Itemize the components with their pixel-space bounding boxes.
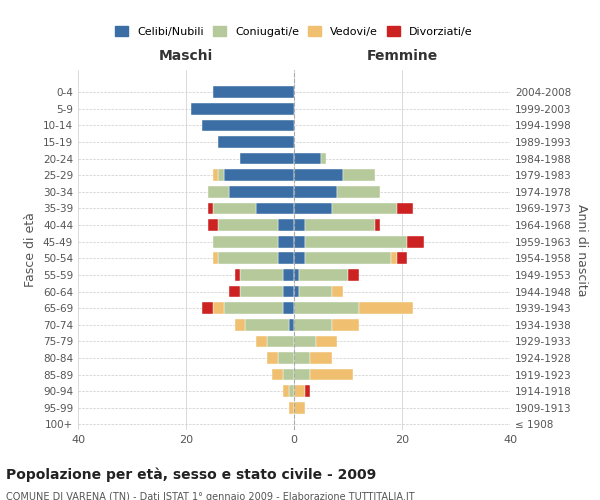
Bar bbox=[310, 352, 332, 364]
Bar bbox=[267, 336, 294, 347]
Bar bbox=[332, 319, 359, 330]
Text: Popolazione per età, sesso e stato civile - 2009: Popolazione per età, sesso e stato civil… bbox=[6, 468, 376, 482]
Bar bbox=[278, 236, 294, 248]
Bar bbox=[337, 186, 380, 198]
Bar bbox=[213, 302, 224, 314]
Bar bbox=[299, 286, 332, 298]
Bar bbox=[283, 369, 294, 380]
Bar bbox=[208, 186, 229, 198]
Bar bbox=[332, 202, 397, 214]
Bar bbox=[267, 352, 278, 364]
Y-axis label: Anni di nascita: Anni di nascita bbox=[575, 204, 588, 296]
Bar bbox=[294, 269, 299, 280]
Bar bbox=[213, 202, 256, 214]
Bar bbox=[305, 236, 407, 248]
Bar bbox=[235, 319, 245, 330]
Bar bbox=[294, 186, 337, 198]
Bar bbox=[218, 170, 224, 181]
Bar bbox=[375, 220, 380, 231]
Bar bbox=[283, 386, 289, 397]
Bar bbox=[218, 136, 294, 148]
Bar bbox=[294, 220, 305, 231]
Bar bbox=[294, 286, 299, 298]
Bar bbox=[218, 220, 278, 231]
Bar bbox=[294, 170, 343, 181]
Text: Femmine: Femmine bbox=[367, 49, 437, 63]
Bar bbox=[245, 319, 289, 330]
Bar bbox=[224, 302, 283, 314]
Bar bbox=[294, 336, 316, 347]
Bar bbox=[294, 319, 332, 330]
Bar bbox=[213, 252, 218, 264]
Bar bbox=[278, 252, 294, 264]
Bar bbox=[397, 202, 413, 214]
Bar bbox=[191, 103, 294, 115]
Y-axis label: Fasce di età: Fasce di età bbox=[25, 212, 37, 288]
Bar bbox=[397, 252, 407, 264]
Bar bbox=[294, 252, 305, 264]
Bar bbox=[294, 236, 305, 248]
Bar bbox=[289, 386, 294, 397]
Bar bbox=[256, 336, 267, 347]
Text: Maschi: Maschi bbox=[159, 49, 213, 63]
Legend: Celibi/Nubili, Coniugati/e, Vedovi/e, Divorziati/e: Celibi/Nubili, Coniugati/e, Vedovi/e, Di… bbox=[111, 22, 477, 41]
Bar bbox=[332, 286, 343, 298]
Bar bbox=[294, 153, 321, 164]
Bar bbox=[235, 269, 240, 280]
Bar bbox=[299, 269, 348, 280]
Bar bbox=[305, 386, 310, 397]
Bar bbox=[278, 352, 294, 364]
Bar bbox=[229, 186, 294, 198]
Bar bbox=[278, 220, 294, 231]
Bar bbox=[294, 202, 332, 214]
Bar bbox=[224, 170, 294, 181]
Bar bbox=[218, 252, 278, 264]
Bar bbox=[240, 269, 283, 280]
Bar bbox=[289, 319, 294, 330]
Bar bbox=[305, 220, 375, 231]
Bar bbox=[283, 269, 294, 280]
Bar bbox=[289, 402, 294, 413]
Bar bbox=[294, 386, 305, 397]
Bar bbox=[391, 252, 397, 264]
Bar bbox=[229, 286, 240, 298]
Bar bbox=[294, 352, 310, 364]
Bar bbox=[407, 236, 424, 248]
Bar bbox=[213, 170, 218, 181]
Bar bbox=[310, 369, 353, 380]
Bar bbox=[294, 402, 305, 413]
Bar bbox=[213, 86, 294, 98]
Bar bbox=[208, 220, 218, 231]
Text: COMUNE DI VARENA (TN) - Dati ISTAT 1° gennaio 2009 - Elaborazione TUTTITALIA.IT: COMUNE DI VARENA (TN) - Dati ISTAT 1° ge… bbox=[6, 492, 415, 500]
Bar bbox=[213, 236, 278, 248]
Bar bbox=[240, 153, 294, 164]
Bar bbox=[202, 120, 294, 131]
Bar bbox=[294, 369, 310, 380]
Bar bbox=[256, 202, 294, 214]
Bar bbox=[305, 252, 391, 264]
Bar bbox=[321, 153, 326, 164]
Bar bbox=[348, 269, 359, 280]
Bar bbox=[240, 286, 283, 298]
Bar bbox=[294, 302, 359, 314]
Bar bbox=[316, 336, 337, 347]
Bar bbox=[272, 369, 283, 380]
Bar bbox=[283, 286, 294, 298]
Bar bbox=[283, 302, 294, 314]
Bar bbox=[359, 302, 413, 314]
Bar bbox=[343, 170, 375, 181]
Bar bbox=[208, 202, 213, 214]
Bar bbox=[202, 302, 213, 314]
